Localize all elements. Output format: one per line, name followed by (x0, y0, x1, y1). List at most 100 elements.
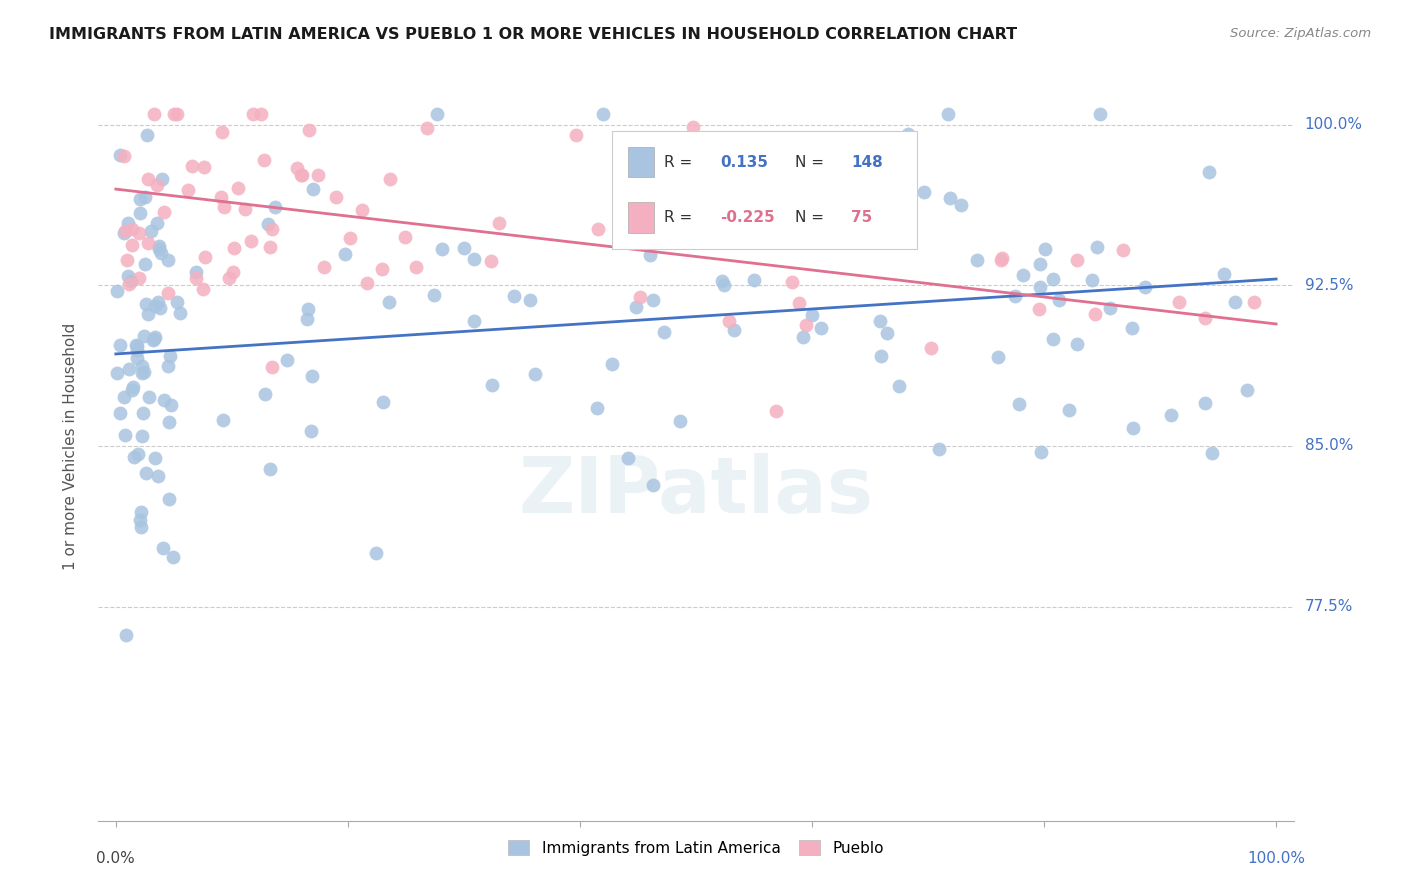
Point (117, 217, 139, 231)
Point (263, 200, 285, 214)
Point (1029, 279, 1052, 293)
Text: ZIPatlas: ZIPatlas (519, 453, 873, 529)
FancyBboxPatch shape (613, 130, 917, 249)
Point (742, 273, 765, 287)
Point (135, 297, 157, 311)
Point (713, 277, 735, 292)
Point (259, 462, 281, 476)
Point (772, 200, 794, 214)
Point (222, 241, 245, 255)
Point (117, 268, 139, 283)
Point (718, 314, 741, 328)
Point (949, 198, 972, 212)
Point (143, 330, 166, 344)
Point (132, 406, 155, 420)
Point (1194, 396, 1216, 410)
Point (298, 122, 321, 136)
Point (291, 168, 314, 182)
Point (156, 286, 179, 301)
Point (810, 321, 832, 335)
Point (600, 357, 623, 371)
Point (150, 246, 173, 260)
Point (479, 253, 502, 268)
Point (134, 257, 156, 271)
Point (426, 107, 449, 121)
Point (503, 289, 526, 303)
Legend: Immigrants from Latin America, Pueblo: Immigrants from Latin America, Pueblo (502, 834, 890, 862)
Point (1066, 253, 1088, 268)
Point (624, 300, 647, 314)
Point (134, 365, 156, 379)
Point (657, 208, 679, 222)
Point (733, 160, 755, 174)
Point (121, 383, 143, 397)
Point (257, 218, 280, 232)
Point (1112, 243, 1135, 257)
Point (118, 277, 141, 291)
Point (519, 293, 541, 307)
Point (371, 261, 394, 276)
Point (1028, 302, 1050, 317)
Point (242, 107, 264, 121)
Point (1090, 107, 1112, 121)
Point (193, 250, 215, 264)
Point (641, 293, 664, 307)
Text: 92.5%: 92.5% (1305, 278, 1353, 293)
Text: Source: ZipAtlas.com: Source: ZipAtlas.com (1230, 27, 1371, 40)
Point (226, 181, 249, 195)
Point (373, 394, 395, 409)
Point (378, 171, 401, 186)
Point (586, 401, 609, 416)
Text: 0.0%: 0.0% (97, 851, 135, 866)
Point (112, 226, 135, 240)
Point (1029, 444, 1052, 458)
Point (129, 514, 152, 528)
FancyBboxPatch shape (628, 147, 654, 178)
Point (710, 274, 733, 288)
Point (990, 251, 1012, 265)
Point (107, 284, 129, 298)
Point (276, 353, 298, 368)
Point (146, 216, 169, 230)
Point (297, 302, 319, 317)
Point (912, 185, 935, 199)
Point (987, 350, 1010, 364)
Point (1243, 294, 1265, 309)
Point (177, 183, 200, 197)
Point (117, 252, 139, 267)
Point (121, 380, 143, 394)
Point (295, 311, 318, 326)
Point (160, 398, 183, 412)
Point (159, 350, 181, 364)
Point (131, 359, 153, 374)
Point (339, 231, 361, 245)
Point (920, 342, 942, 356)
Point (350, 202, 373, 217)
Point (129, 520, 152, 534)
Point (128, 205, 150, 219)
Point (1057, 403, 1080, 417)
Point (463, 314, 485, 328)
Point (299, 425, 322, 439)
Point (136, 128, 159, 143)
Point (114, 428, 136, 442)
Point (652, 325, 675, 339)
Point (1198, 164, 1220, 178)
Point (125, 338, 148, 352)
Text: 0.135: 0.135 (720, 154, 768, 169)
Point (463, 252, 485, 266)
Point (1066, 336, 1088, 351)
FancyBboxPatch shape (628, 202, 654, 233)
Point (163, 107, 186, 121)
Point (1004, 289, 1026, 303)
Point (129, 505, 152, 519)
Point (1167, 295, 1189, 310)
Point (135, 467, 157, 481)
Point (1201, 445, 1223, 459)
Point (1160, 409, 1182, 423)
Point (212, 201, 235, 215)
Point (136, 307, 159, 321)
Point (325, 190, 347, 204)
Point (565, 128, 588, 142)
Text: 100.0%: 100.0% (1305, 118, 1362, 132)
